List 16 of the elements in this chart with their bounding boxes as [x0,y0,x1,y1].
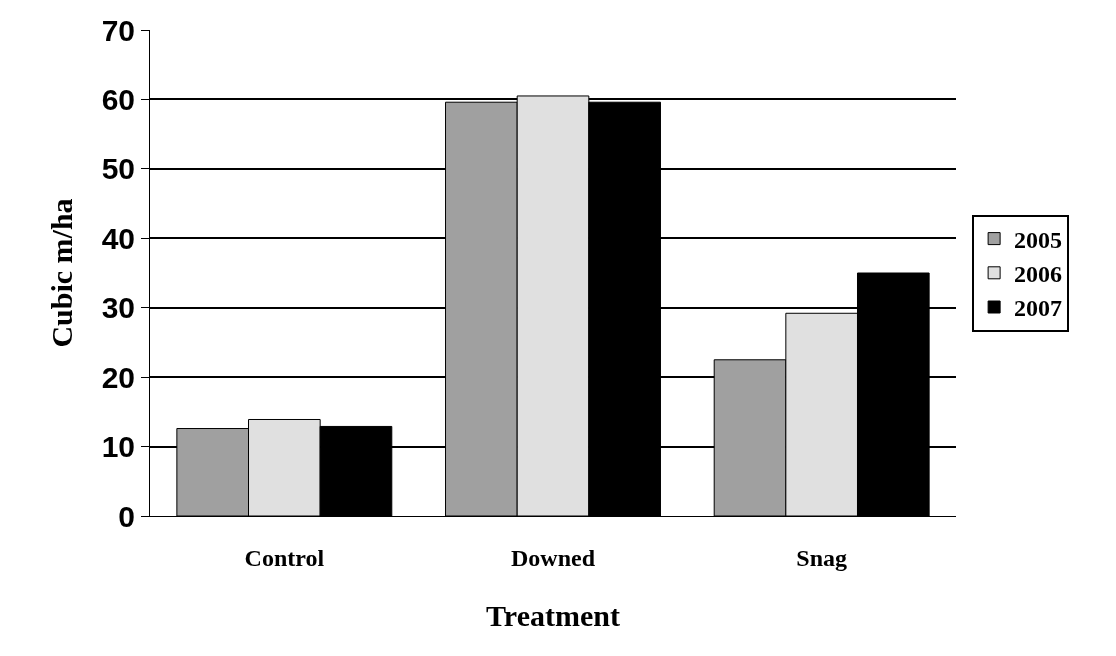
legend-label: 2006 [1014,261,1063,288]
y-tick-label: 0 [118,499,135,533]
y-tick-label: 40 [101,221,135,255]
y-tick-label: 60 [101,82,135,116]
y-tick-label: 70 [101,13,135,47]
y-tick-label: 20 [101,360,135,394]
y-tick-label: 10 [101,430,135,464]
x-tick-label: Control [244,544,325,571]
y-tick-label: 30 [101,291,135,325]
y-axis-title: Cubic m/ha [44,198,78,348]
x-tick-label: Downed [510,544,596,571]
y-tick-label: 50 [101,152,135,186]
x-axis-title: Treatment [486,599,620,633]
legend-label: 2007 [1014,295,1063,322]
legend-label: 2005 [1014,226,1063,253]
x-tick-label: Snag [796,544,848,571]
